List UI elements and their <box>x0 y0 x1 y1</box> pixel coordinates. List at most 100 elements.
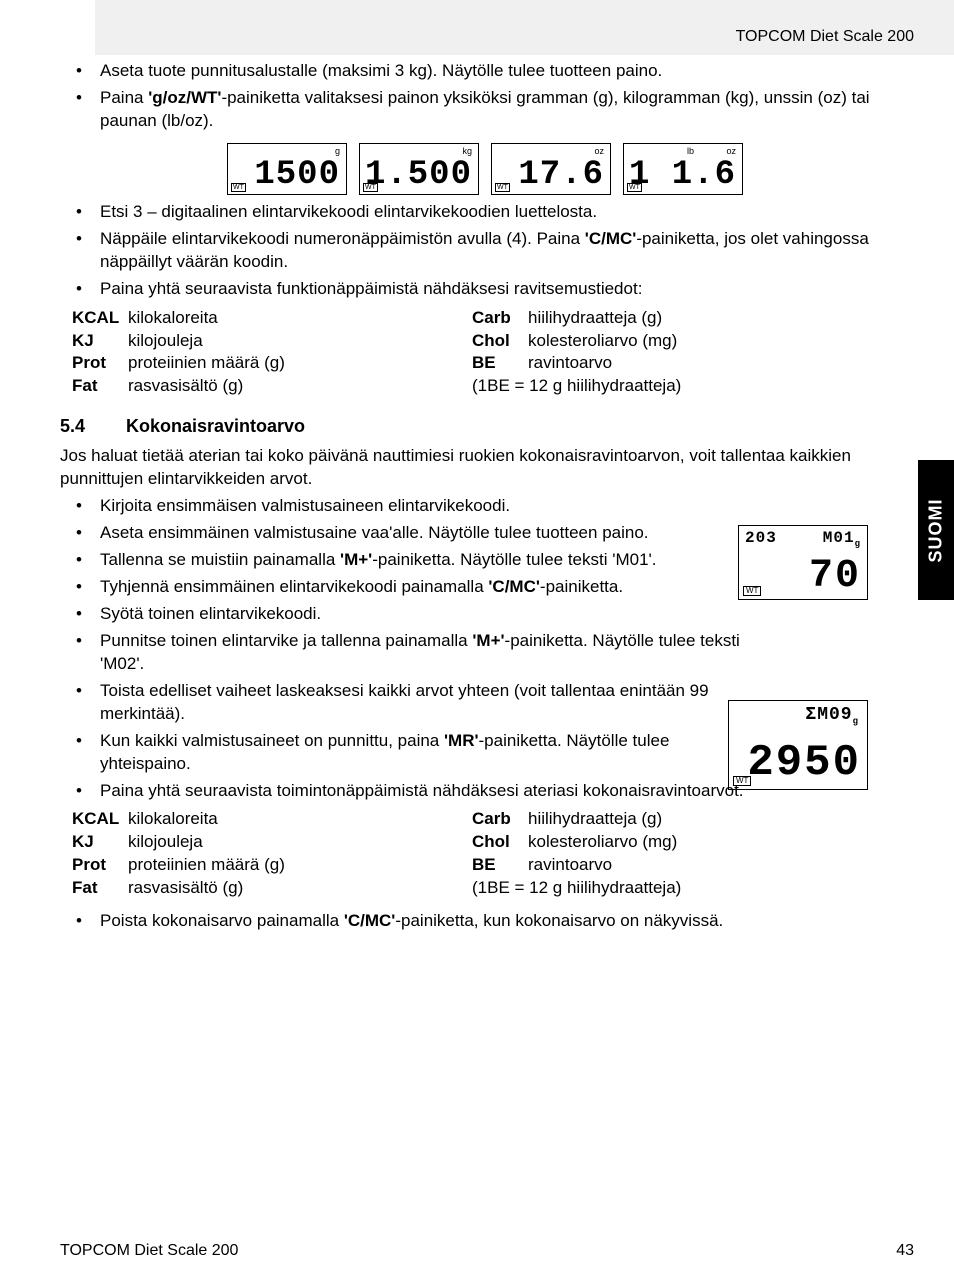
nutri-row: Carbhiilihydraatteja (g) <box>472 307 872 330</box>
nutri-val: kilokaloreita <box>128 808 472 831</box>
lcd-display: 1500 WT g <box>227 143 347 195</box>
nutri-key: Fat <box>72 375 128 398</box>
lcd-m01: 203 M01g 70 WT <box>738 525 868 600</box>
nutri-key: Chol <box>472 831 528 854</box>
wt-icon: WT <box>495 183 510 192</box>
list-item: Poista kokonaisarvo painamalla 'C/MC'-pa… <box>72 910 910 933</box>
nutri-note-2: (1BE = 12 g hiilihydraatteja) <box>472 877 872 900</box>
nutri-row: KCALkilokaloreita <box>72 808 472 831</box>
nutri-key: Carb <box>472 307 528 330</box>
nutri-row: Carbhiilihydraatteja (g) <box>472 808 872 831</box>
lcd-display: 1 1.6WT oz lb <box>623 143 743 195</box>
list-item: Tyhjennä ensimmäinen elintarvikekoodi pa… <box>72 576 752 599</box>
lcd-m01-mem: M01g <box>823 529 861 549</box>
nutri-val: ravintoarvo <box>528 352 872 375</box>
lcd-display: 1.500WT kg <box>359 143 479 195</box>
nutri-row: Cholkolesteroliarvo (mg) <box>472 831 872 854</box>
list-item: Tallenna se muistiin painamalla 'M+'-pai… <box>72 549 752 572</box>
lcd-m01-value: 70 <box>809 557 861 597</box>
lcd-row: 1500WTg1.500WTkg17.6WToz1 1.6WTozlb <box>60 143 910 195</box>
list-item: Syötä toinen elintarvikekoodi. <box>72 603 752 626</box>
lcd-unit: kg <box>462 146 472 156</box>
page-content: Aseta tuote punnitusalustalle (maksimi 3… <box>60 60 910 937</box>
wt-icon: WT <box>231 183 246 192</box>
nutri-key: Prot <box>72 854 128 877</box>
lcd-unit-2: lb <box>687 146 694 156</box>
section-number: 5.4 <box>60 416 126 437</box>
nutri-row: KJkilojouleja <box>72 831 472 854</box>
lcd-sum: ΣM09g 2950 WT <box>728 700 868 790</box>
bullets-54: Kirjoita ensimmäisen valmistusaineen eli… <box>72 495 752 802</box>
nutri-val: rasvasisältö (g) <box>128 877 472 900</box>
lcd-digits: 1500 <box>254 158 340 192</box>
nutri-row: Cholkolesteroliarvo (mg) <box>472 330 872 353</box>
lcd-sum-wt-icon: WT <box>733 776 751 786</box>
nutri-col-left: KCALkilokaloreitaKJkilojoulejaProtprotei… <box>72 307 472 399</box>
language-tab: SUOMI <box>918 460 954 600</box>
footer-page: 43 <box>896 1242 914 1260</box>
list-item: Punnitse toinen elintarvike ja tallenna … <box>72 630 752 676</box>
nutri-key: Chol <box>472 330 528 353</box>
nutri-row: Fatrasvasisältö (g) <box>72 375 472 398</box>
nutri-key: KCAL <box>72 808 128 831</box>
nutri-row: BEravintoarvo <box>472 352 872 375</box>
lcd-unit: g <box>335 146 340 156</box>
nutri-val: proteiinien määrä (g) <box>128 854 472 877</box>
nutrition-table-2: KCALkilokaloreitaKJkilojoulejaProtprotei… <box>72 808 910 900</box>
nutri-key: Prot <box>72 352 128 375</box>
list-item: Kirjoita ensimmäisen valmistusaineen eli… <box>72 495 752 518</box>
language-tab-label: SUOMI <box>926 498 947 562</box>
nutri-val: kolesteroliarvo (mg) <box>528 831 872 854</box>
nutri-row: Protproteiinien määrä (g) <box>72 352 472 375</box>
lcd-unit: oz <box>594 146 604 156</box>
lcd-digits: 1.500 <box>365 158 472 192</box>
lcd-sum-top: ΣM09g <box>805 705 859 727</box>
wt-icon: WT <box>627 183 642 192</box>
footer: TOPCOM Diet Scale 200 43 <box>60 1242 914 1260</box>
section-title: Kokonaisravintoarvo <box>126 416 305 437</box>
lcd-m01-code: 203 <box>745 529 777 547</box>
nutri-note: (1BE = 12 g hiilihydraatteja) <box>472 375 872 398</box>
list-item: Paina yhtä seuraavista toimintonäppäimis… <box>72 780 752 803</box>
header-product: TOPCOM Diet Scale 200 <box>736 28 914 46</box>
nutri-row: KJkilojouleja <box>72 330 472 353</box>
bullets-top: Aseta tuote punnitusalustalle (maksimi 3… <box>72 60 910 133</box>
nutri-row: KCALkilokaloreita <box>72 307 472 330</box>
nutri-val: hiilihydraatteja (g) <box>528 808 872 831</box>
lcd-unit: oz <box>726 146 736 156</box>
nutri-key: BE <box>472 352 528 375</box>
nutrition-table-1: KCALkilokaloreitaKJkilojoulejaProtprotei… <box>72 307 910 399</box>
nutri-key: Fat <box>72 877 128 900</box>
nutri-val: proteiinien määrä (g) <box>128 352 472 375</box>
list-item: Etsi 3 – digitaalinen elintarvikekoodi e… <box>72 201 910 224</box>
list-item: Paina yhtä seuraavista funktionäppäimist… <box>72 278 910 301</box>
nutri-row: Fatrasvasisältö (g) <box>72 877 472 900</box>
lcd-display: 17.6 WT oz <box>491 143 611 195</box>
wt-icon: WT <box>363 183 378 192</box>
nutri-row: Protproteiinien määrä (g) <box>72 854 472 877</box>
footer-left: TOPCOM Diet Scale 200 <box>60 1242 238 1260</box>
nutri-key: KJ <box>72 831 128 854</box>
nutri-val: kilokaloreita <box>128 307 472 330</box>
nutri-key: KCAL <box>72 307 128 330</box>
nutri-col-left-2: KCALkilokaloreitaKJkilojoulejaProtprotei… <box>72 808 472 900</box>
nutri-val: kilojouleja <box>128 831 472 854</box>
section-intro: Jos haluat tietää aterian tai koko päivä… <box>60 445 910 491</box>
list-item: Toista edelliset vaiheet laskeaksesi kai… <box>72 680 752 726</box>
nutri-key: BE <box>472 854 528 877</box>
nutri-val: rasvasisältö (g) <box>128 375 472 398</box>
lcd-digits: 1 1.6 <box>629 158 736 192</box>
nutri-val: hiilihydraatteja (g) <box>528 307 872 330</box>
list-item: Aseta ensimmäinen valmistusaine vaa'alle… <box>72 522 752 545</box>
list-item: Aseta tuote punnitusalustalle (maksimi 3… <box>72 60 910 83</box>
nutri-val: kolesteroliarvo (mg) <box>528 330 872 353</box>
nutri-col-right: Carbhiilihydraatteja (g)Cholkolesterolia… <box>472 307 872 399</box>
bullets-last: Poista kokonaisarvo painamalla 'C/MC'-pa… <box>72 910 910 933</box>
nutri-key: KJ <box>72 330 128 353</box>
bullets-mid: Etsi 3 – digitaalinen elintarvikekoodi e… <box>72 201 910 301</box>
list-item: Kun kaikki valmistusaineet on punnittu, … <box>72 730 752 776</box>
lcd-digits: 17.6 <box>518 158 604 192</box>
nutri-col-right-2: Carbhiilihydraatteja (g)Cholkolesterolia… <box>472 808 872 900</box>
list-item: Paina 'g/oz/WT'-painiketta valitaksesi p… <box>72 87 910 133</box>
nutri-key: Carb <box>472 808 528 831</box>
